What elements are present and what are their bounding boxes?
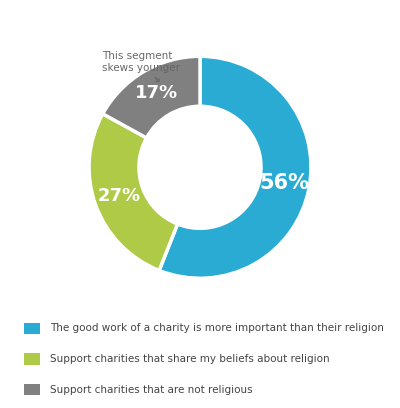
Wedge shape: [103, 56, 200, 138]
Wedge shape: [159, 56, 311, 278]
Text: 27%: 27%: [98, 187, 141, 205]
Text: This segment
skews younger: This segment skews younger: [102, 51, 180, 82]
Text: Support charities that are not religious: Support charities that are not religious: [50, 385, 253, 395]
Text: Support charities that share my beliefs about religion: Support charities that share my beliefs …: [50, 354, 330, 364]
Text: The good work of a charity is more important than their religion: The good work of a charity is more impor…: [50, 324, 384, 333]
Wedge shape: [89, 114, 178, 271]
Text: 56%: 56%: [260, 173, 310, 193]
Text: 17%: 17%: [135, 84, 178, 102]
